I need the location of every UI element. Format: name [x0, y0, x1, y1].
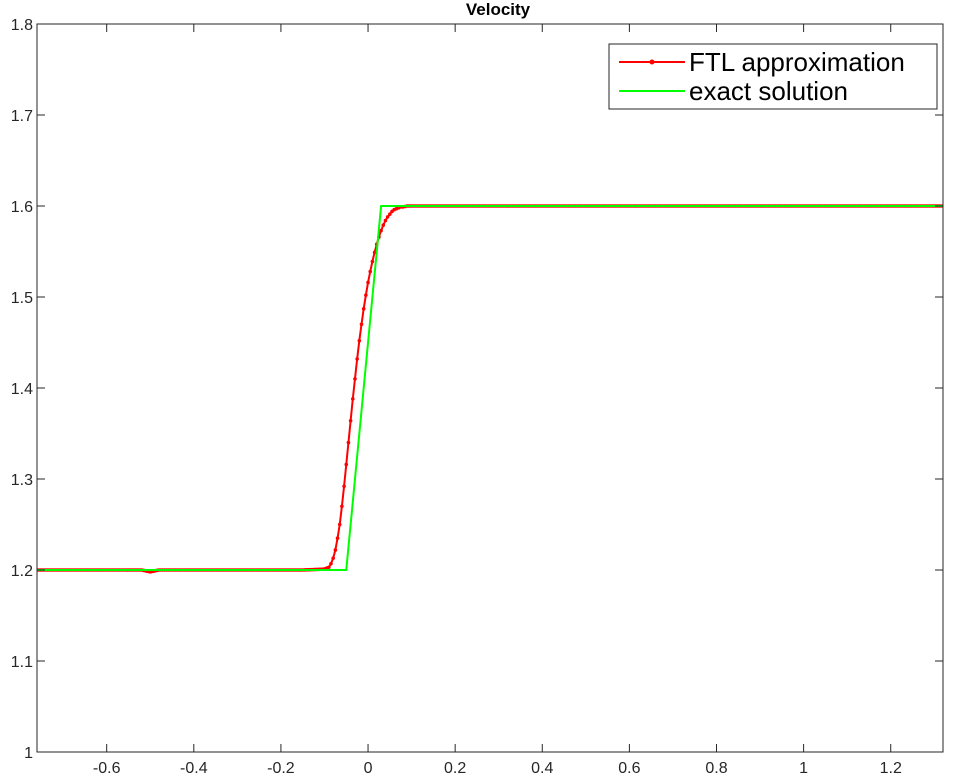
series-point [383, 218, 388, 223]
series-point [346, 440, 351, 445]
axes-box [36, 23, 944, 753]
legend-marker-0 [649, 59, 655, 65]
series-point [364, 293, 368, 297]
series-point [359, 322, 364, 327]
legend-box [608, 43, 938, 110]
series-point [372, 250, 377, 255]
series-point [333, 548, 338, 552]
x-tick-label: 0 [364, 760, 373, 777]
series-point [370, 259, 375, 264]
series-point [355, 357, 359, 361]
y-tick-label: 1.3 [11, 472, 33, 489]
x-tick-label: 0.2 [444, 760, 466, 777]
x-tick-label: -0.2 [267, 760, 295, 777]
series-point [337, 522, 342, 527]
series-point [379, 228, 383, 233]
y-tick-label: 1.4 [11, 381, 33, 398]
series-point [335, 536, 340, 540]
series-point [353, 377, 357, 381]
series-point [340, 504, 344, 509]
y-tick-label: 1.6 [11, 199, 33, 216]
x-tick-label: 1 [799, 760, 808, 777]
series-point [366, 280, 370, 285]
series-point [361, 307, 366, 311]
series-point [381, 223, 386, 227]
series-markers-0 [37, 204, 943, 574]
chart-title: Velocity [466, 0, 531, 19]
x-tick-label: -0.4 [180, 760, 208, 777]
legend-label-0: FTL approximation [689, 47, 905, 77]
series-point [357, 338, 362, 343]
series-line-1 [37, 205, 943, 571]
x-tick-label: 1.2 [880, 760, 902, 777]
x-tick-label: 0.6 [618, 760, 640, 777]
series-line-0 [37, 205, 943, 573]
legend-label-1: exact solution [689, 76, 848, 106]
series-point [385, 215, 390, 219]
series-point [348, 418, 353, 423]
series-point [329, 561, 333, 566]
series-point [368, 269, 373, 274]
x-tick-label: 0.4 [531, 760, 553, 777]
y-tick-label: 1 [24, 745, 33, 762]
series-layer [37, 204, 943, 574]
x-tick-label: -0.6 [93, 760, 121, 777]
ticks-layer: -0.6 -0.4 -0.2 0 0.2 0.4 0.6 0.8 1 1.2 1 1.1 1.2 1.3 1… [11, 17, 943, 777]
series-point [327, 565, 331, 570]
x-tick-label: 0.8 [705, 760, 727, 777]
y-tick-label: 1.1 [11, 654, 33, 671]
y-tick-label: 1.2 [11, 563, 33, 580]
series-point [342, 484, 346, 489]
series-point [350, 397, 355, 401]
y-tick-label: 1.7 [11, 108, 33, 125]
series-point [344, 462, 349, 467]
series-point [388, 212, 392, 216]
y-tick-label: 1.5 [11, 290, 33, 307]
y-tick-label: 1.8 [11, 17, 33, 34]
series-point [331, 556, 335, 560]
